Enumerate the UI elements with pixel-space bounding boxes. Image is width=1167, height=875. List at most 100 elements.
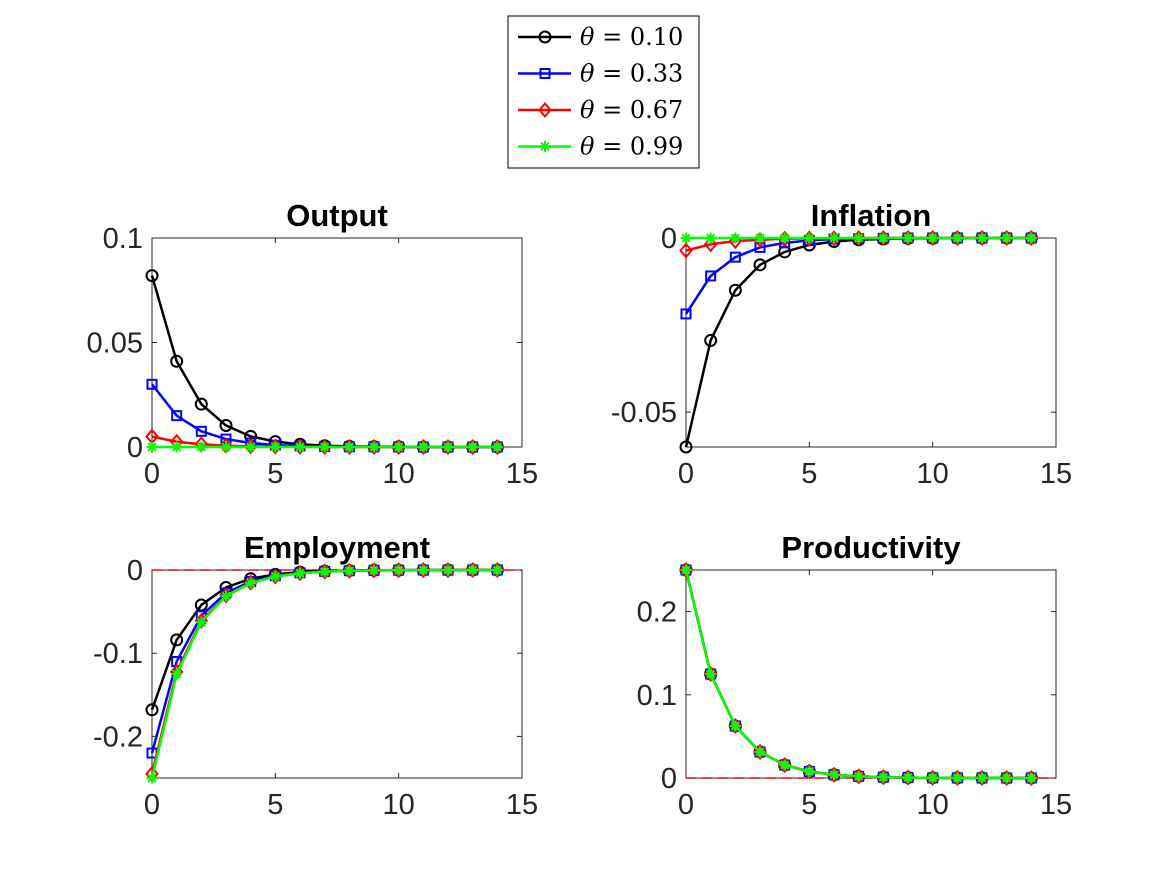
data-point	[146, 441, 158, 453]
y-tick-label: -0.1	[93, 638, 143, 670]
data-point	[703, 665, 718, 683]
data-point	[754, 232, 766, 244]
data-point	[146, 772, 158, 784]
legend-value: = 0.99	[594, 133, 683, 161]
data-point	[828, 769, 840, 781]
data-point	[342, 562, 357, 579]
data-point	[294, 441, 306, 453]
x-tick-label: 15	[1040, 789, 1072, 821]
data-point	[465, 438, 480, 456]
legend-label: θ = 0.10	[580, 23, 683, 51]
data-point	[705, 668, 717, 680]
panel-title: Inflation	[811, 198, 932, 233]
y-tick-label: 0.1	[103, 223, 143, 255]
data-point	[367, 562, 381, 579]
data-point	[728, 283, 742, 297]
data-point	[442, 564, 454, 576]
x-tick-label: 5	[801, 789, 817, 821]
data-point	[317, 438, 332, 456]
data-point	[876, 229, 891, 247]
data-point	[417, 564, 429, 576]
data-point	[220, 441, 232, 453]
data-point	[467, 441, 479, 453]
data-point	[927, 772, 939, 784]
panel-title: Productivity	[781, 530, 961, 565]
data-point	[876, 769, 891, 786]
plot-area	[151, 237, 523, 448]
panel-title: Output	[286, 198, 388, 233]
data-point	[245, 577, 257, 589]
x-tick-label: 5	[801, 458, 817, 490]
data-point	[317, 563, 332, 580]
data-point	[827, 230, 841, 247]
y-tick-label: 0	[661, 223, 677, 255]
data-point	[368, 441, 380, 453]
data-point	[925, 229, 940, 247]
plot-area	[685, 569, 1057, 779]
data-point	[342, 438, 357, 456]
data-point	[753, 258, 767, 272]
data-point	[901, 769, 915, 786]
data-point	[145, 269, 159, 283]
data-point	[219, 418, 233, 432]
data-point	[705, 270, 717, 282]
data-point	[442, 441, 454, 453]
legend-marker-diamond	[538, 101, 552, 119]
data-point	[779, 232, 791, 244]
data-point	[490, 438, 505, 456]
data-point	[827, 766, 841, 783]
data-point	[195, 425, 207, 437]
data-point	[171, 668, 183, 680]
data-point	[1001, 772, 1013, 784]
data-point	[441, 562, 455, 579]
data-point	[975, 229, 989, 247]
data-point	[491, 564, 503, 576]
data-point	[368, 564, 380, 576]
x-tick-label: 5	[267, 789, 283, 821]
data-point	[902, 232, 914, 244]
data-point	[416, 438, 431, 456]
data-point	[729, 720, 741, 732]
data-point	[417, 441, 429, 453]
x-tick-label: 15	[1040, 458, 1072, 490]
plot-area	[685, 237, 1057, 448]
data-point	[877, 232, 889, 244]
data-point	[490, 561, 505, 579]
data-point	[975, 769, 989, 786]
series-0-99	[680, 232, 1037, 244]
data-point	[902, 772, 914, 784]
data-point	[877, 771, 889, 783]
data-point	[1025, 772, 1037, 784]
data-point	[367, 438, 381, 456]
data-point	[851, 768, 866, 785]
data-point	[245, 441, 257, 453]
data-point	[343, 441, 355, 453]
x-tick-label: 15	[506, 458, 538, 490]
y-tick-label: 0.1	[637, 680, 677, 712]
data-point	[1025, 232, 1037, 244]
data-point	[927, 232, 939, 244]
legend-entry-0-33: θ = 0.33	[518, 60, 683, 88]
data-point	[220, 590, 232, 602]
x-tick-label: 10	[383, 458, 415, 490]
data-point	[170, 354, 184, 368]
data-point	[416, 562, 431, 579]
data-point	[705, 232, 717, 244]
data-point	[680, 232, 692, 244]
legend-label: θ = 0.67	[580, 96, 683, 124]
data-point	[343, 565, 355, 577]
series-0-99	[680, 564, 1037, 784]
legend-marker-circle	[538, 30, 552, 44]
legend-symbol: θ	[580, 23, 595, 51]
data-point	[465, 561, 480, 579]
data-point	[802, 230, 817, 247]
y-tick-label: 0.05	[87, 328, 143, 360]
legend-entry-0-10: θ = 0.10	[518, 23, 683, 51]
data-point	[704, 333, 718, 347]
data-point	[268, 568, 283, 585]
data-point	[1001, 232, 1013, 244]
x-tick-label: 10	[383, 789, 415, 821]
data-point	[729, 251, 741, 263]
data-point	[679, 561, 693, 579]
data-point	[195, 616, 207, 628]
